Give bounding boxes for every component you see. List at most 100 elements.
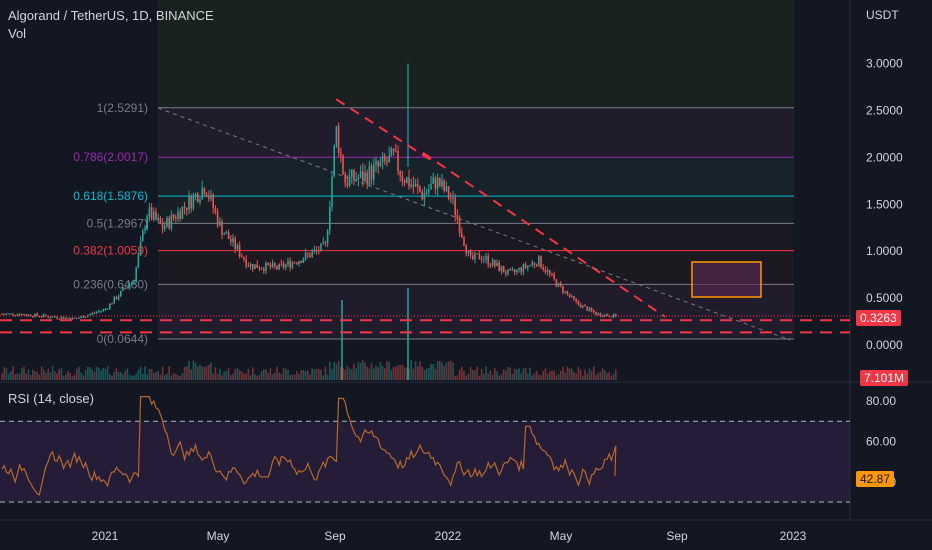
volume-bar [604,370,606,380]
volume-bar [595,374,597,380]
candle-body [98,311,100,313]
volume-bar [29,375,32,380]
candle-body [527,265,529,268]
candle-body [324,242,327,244]
volume-bar [203,366,206,380]
volume-bar [417,366,419,380]
candle-body [472,255,474,260]
candle-body [351,169,353,177]
candle-body [280,263,283,265]
candle-body [384,155,386,161]
candle-body [313,249,316,252]
volume-bar [142,373,144,380]
volume-bar [505,370,507,380]
candle-body [588,308,591,311]
candle-body [111,303,113,305]
fib-zone [158,157,794,197]
volume-bar [210,362,212,380]
volume-bar [111,375,113,380]
volume-bar [357,362,360,380]
candle-body [463,237,465,246]
candle-body [291,262,294,268]
volume-bar [419,361,421,380]
candle-body [342,155,344,175]
volume-bar [608,372,610,380]
candle-body [511,269,514,271]
candle-body [555,279,558,287]
chart-title[interactable]: Algorand / TetherUS, 1D, BINANCE [8,8,214,23]
volume-bar [392,367,395,380]
candle-body [177,211,179,220]
candle-body [469,250,472,256]
time-tick-label: May [207,529,230,543]
candle-body [36,313,38,316]
candle-body [170,214,173,229]
candle-body [364,172,366,182]
candle-body [344,174,346,183]
volume-bar [597,372,599,380]
candle-body [597,313,599,316]
candle-body [318,250,320,252]
volume-bar [522,368,525,380]
volume-bar [232,373,234,380]
volume-label[interactable]: Vol [8,26,27,41]
candle-body [43,314,45,317]
candle-body [434,177,437,189]
volume-bar [342,368,344,380]
volume-bar [298,374,300,380]
candle-body [102,309,104,311]
fibonacci-retracement[interactable]: 1(2.5291) 0.786(2.0017) 0.618(1.5876) 0.5(1… [73,101,794,346]
candle-body [34,313,36,317]
candle-body [538,256,540,267]
volume-bar [56,373,58,380]
volume-bar [194,362,197,380]
candle-body [390,148,393,156]
volume-bar [230,375,232,380]
candle-body [375,161,377,165]
candle-body [335,126,338,146]
candle-body [474,253,476,260]
volume-bar [568,368,571,380]
candle-body [379,161,382,167]
candle-body [502,266,505,273]
candle-body [388,155,390,163]
candle-body [245,259,247,266]
volume-bar [408,368,410,380]
rsi-label[interactable]: RSI (14, close) [8,391,94,406]
volume-bar [491,375,494,380]
fib-label: 1(2.5291) [97,101,148,115]
candle-body [18,314,21,316]
volume-bar [47,368,49,380]
candle-body [590,308,593,311]
candle-body [370,165,373,180]
volume-bar [117,372,120,380]
volume-bar [553,370,555,380]
candle-body [208,196,210,199]
candle-body [219,221,221,226]
volume-bar [69,373,71,380]
volume-bar [278,372,280,380]
candle-body [285,264,287,268]
drawings[interactable] [0,98,850,341]
volume-bar [615,369,617,380]
candle-body [10,313,12,315]
volume-bar [498,375,500,380]
price-tick-label: 3.0000 [866,57,903,71]
candle-body [45,314,47,317]
volume-bar [533,373,536,380]
volume-bar [441,362,443,380]
volume-bar [542,370,544,380]
rsi-band-fill [0,421,850,502]
volume-bar [555,375,558,380]
volume-bar [43,369,45,380]
candle-body [333,145,335,177]
volume-bar [434,368,437,380]
candle-body [401,175,404,181]
candle-body [381,155,384,162]
candle-body [491,259,494,266]
candle-body [243,256,245,260]
candle-body [214,208,217,212]
volume-bar [3,367,5,380]
candle-body [604,314,606,317]
